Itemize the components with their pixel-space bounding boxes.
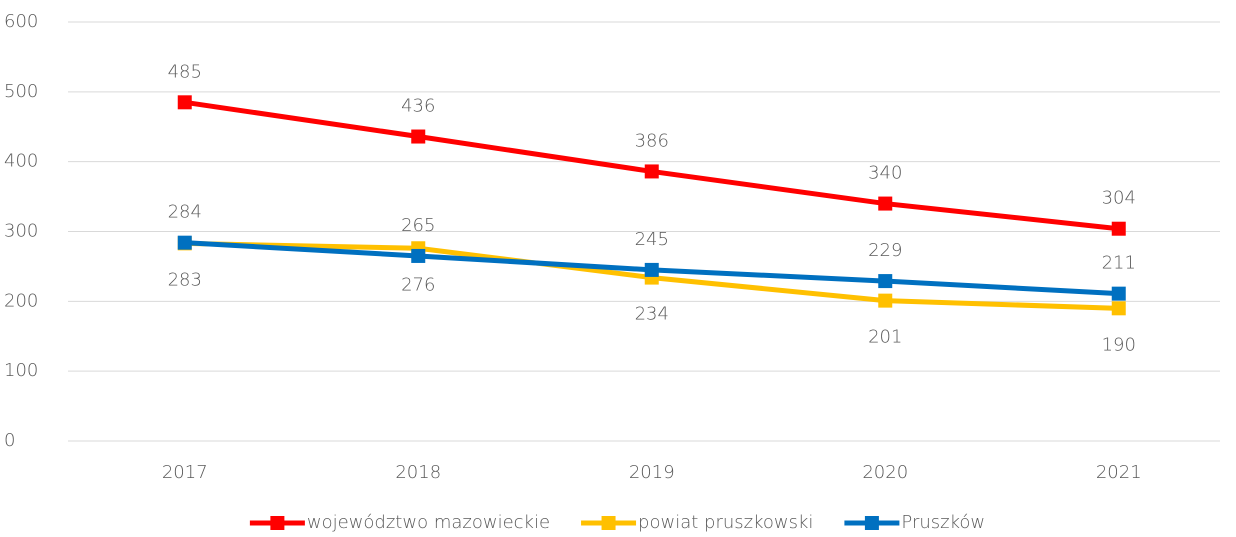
data-label: 265 (401, 215, 435, 236)
y-tick-label: 300 (4, 221, 38, 242)
x-tick-label: 2018 (395, 462, 441, 483)
x-tick-label: 2021 (1096, 462, 1142, 483)
data-label: 436 (401, 96, 435, 117)
legend-label: powiat pruszkowski (638, 512, 813, 533)
legend-label: województwo mazowieckie (307, 512, 550, 533)
data-label: 283 (168, 269, 202, 290)
y-tick-label: 100 (4, 360, 38, 381)
legend-marker (270, 516, 285, 530)
data-label: 234 (635, 304, 669, 325)
marker (878, 274, 893, 289)
y-tick-label: 500 (4, 81, 38, 102)
data-label: 190 (1102, 334, 1136, 355)
marker (411, 248, 426, 263)
legend-label: Pruszków (901, 512, 985, 533)
marker (878, 196, 893, 211)
data-label: 386 (635, 130, 669, 151)
legend-marker (601, 516, 616, 530)
data-label: 284 (168, 202, 202, 223)
marker (1111, 301, 1126, 316)
marker (177, 95, 192, 110)
x-tick-label: 2017 (162, 462, 208, 483)
y-tick-label: 0 (4, 430, 15, 451)
y-tick-label: 200 (4, 290, 38, 311)
marker (644, 262, 659, 277)
data-label: 245 (635, 229, 669, 250)
data-label: 201 (868, 327, 902, 348)
marker (1111, 286, 1126, 301)
marker (1111, 221, 1126, 236)
x-tick-label: 2020 (862, 462, 908, 483)
marker (878, 293, 893, 308)
legend-marker (864, 516, 879, 530)
marker (177, 235, 192, 250)
data-label: 340 (868, 163, 902, 184)
data-label: 485 (168, 61, 202, 82)
y-tick-label: 400 (4, 151, 38, 172)
data-label: 229 (868, 240, 902, 261)
data-label: 276 (401, 274, 435, 295)
marker (644, 164, 659, 179)
data-label: 211 (1102, 253, 1136, 274)
marker (411, 129, 426, 144)
y-tick-label: 600 (4, 11, 38, 32)
x-tick-label: 2019 (629, 462, 675, 483)
data-label: 304 (1102, 188, 1136, 209)
